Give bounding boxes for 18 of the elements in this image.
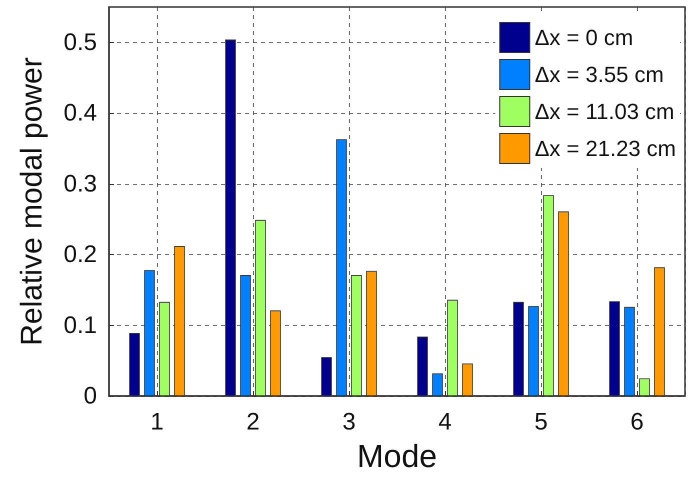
x-tick-label: 4 <box>438 408 452 436</box>
x-tick-label: 6 <box>630 408 644 436</box>
legend-label: Δx = 11.03 cm <box>534 99 674 124</box>
x-tick-label: 5 <box>534 408 548 436</box>
y-tick-label: 0.1 <box>64 312 97 339</box>
legend-label: Δx = 21.23 cm <box>534 136 676 161</box>
y-tick-label: 0.2 <box>64 241 97 268</box>
y-tick-label: 0.4 <box>64 100 97 127</box>
x-tick-label: 3 <box>342 408 356 436</box>
y-tick-label: 0.3 <box>64 170 97 198</box>
y-axis-title: Relative modal power <box>16 57 48 346</box>
legend-label: Δx = 0 cm <box>534 25 634 50</box>
y-tick-label: 0.5 <box>64 28 97 56</box>
x-axis-title: Mode <box>356 438 438 474</box>
y-tick-label: 0 <box>84 382 97 410</box>
x-tick-label: 1 <box>150 408 164 436</box>
x-tick-label: 2 <box>246 408 260 436</box>
legend-label: Δx = 3.55 cm <box>534 62 664 87</box>
